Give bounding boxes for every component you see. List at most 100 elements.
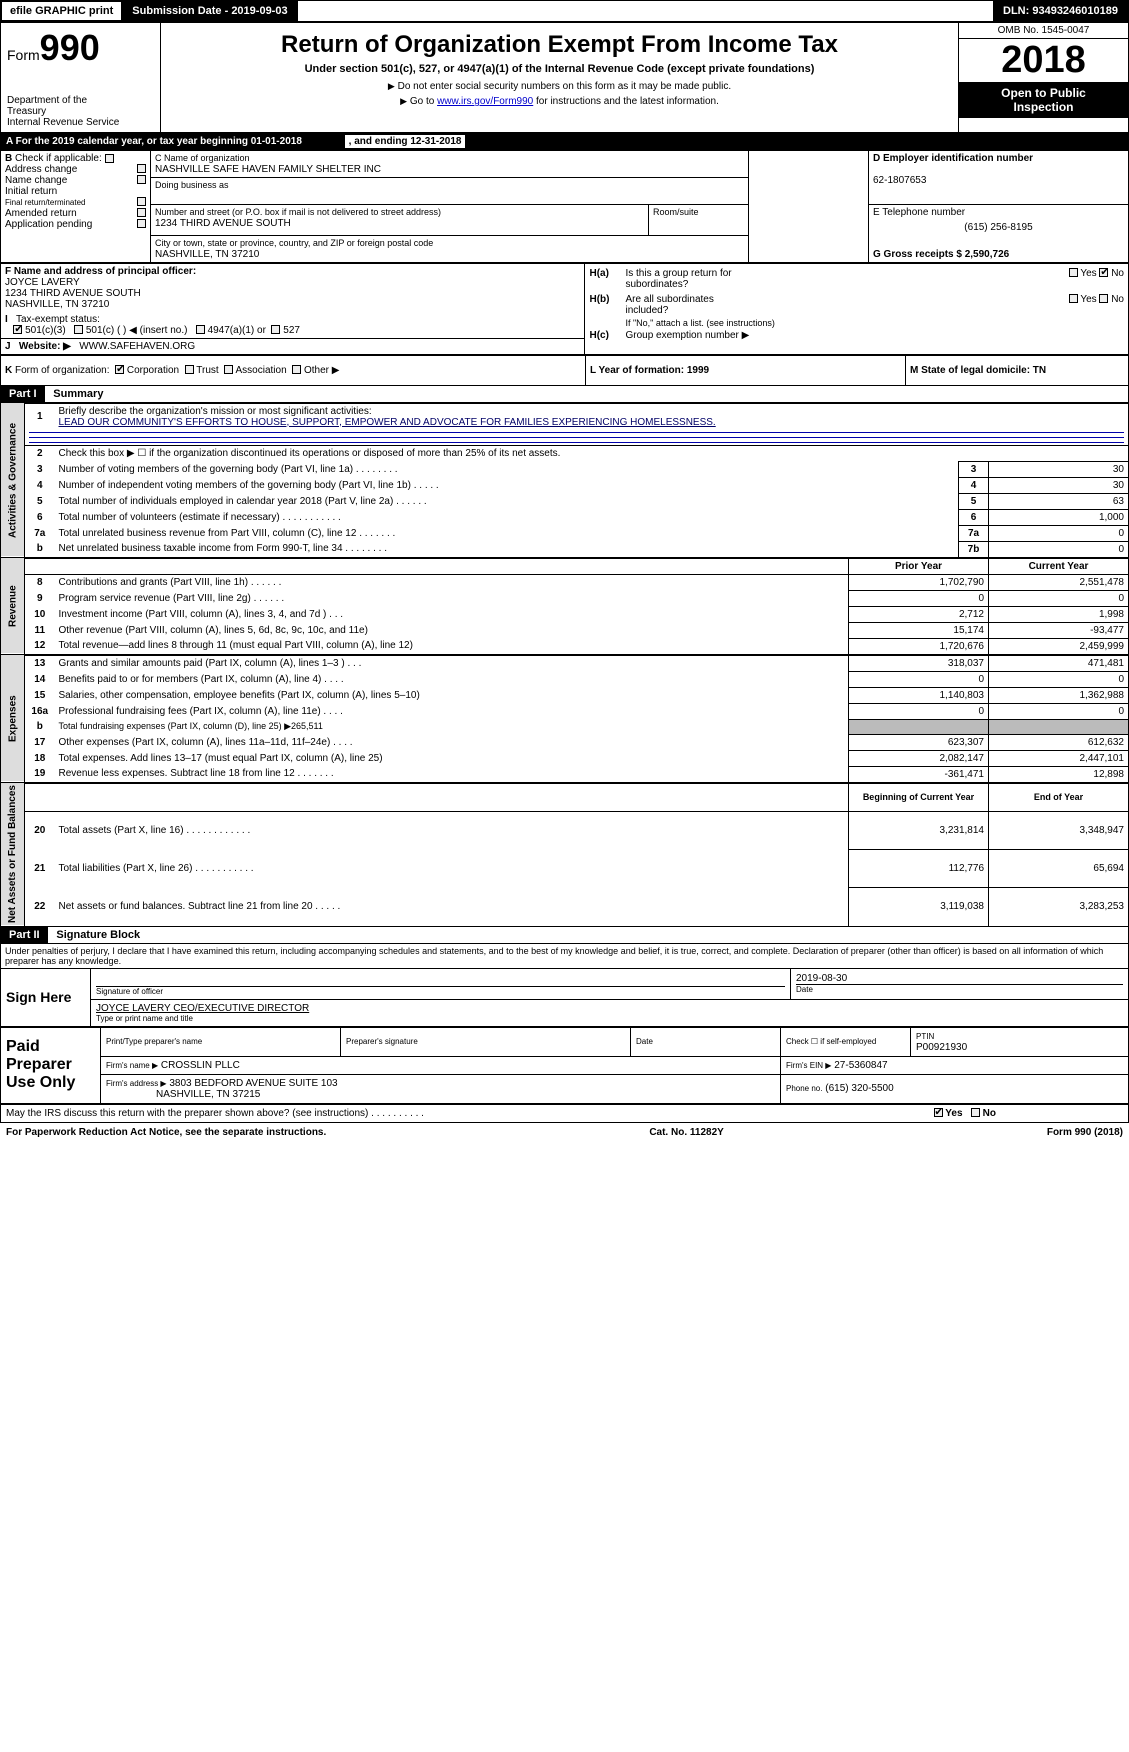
exp-row: 18Total expenses. Add lines 13–17 (must … xyxy=(1,750,1129,766)
checkbox-icon[interactable] xyxy=(971,1108,980,1117)
g-label: G Gross receipts $ 2,590,726 xyxy=(873,249,1009,260)
section-g: G Gross receipts $ 2,590,726 xyxy=(869,235,1129,262)
paid-preparer-label: Paid Preparer Use Only xyxy=(1,1027,101,1103)
line-text: Program service revenue (Part VIII, line… xyxy=(55,590,849,606)
firm-ein-label: Firm's EIN ▶ xyxy=(786,1061,831,1070)
section-c-street: Number and street (or P.O. box if mail i… xyxy=(151,205,649,236)
checkbox-checked-icon[interactable] xyxy=(13,325,22,334)
i-opt2: 501(c) ( ) ◀ (insert no.) xyxy=(86,325,188,336)
checkbox-icon[interactable] xyxy=(1069,268,1078,277)
firm-ein-cell: Firm's EIN ▶ 27-5360847 xyxy=(781,1056,1129,1074)
line-value: 30 xyxy=(989,477,1129,493)
form-990-big: 990 xyxy=(40,27,100,68)
line-num: 3 xyxy=(25,461,55,477)
page-footer: For Paperwork Reduction Act Notice, see … xyxy=(0,1123,1129,1142)
prior-value: 0 xyxy=(849,671,989,687)
checkbox-checked-icon[interactable] xyxy=(1099,268,1108,277)
city-label: City or town, state or province, country… xyxy=(155,238,433,248)
note2-pre: Go to xyxy=(410,96,437,107)
rev-row: 10Investment income (Part VIII, column (… xyxy=(1,606,1129,622)
irs-link[interactable]: www.irs.gov/Form990 xyxy=(437,96,533,107)
hc-text: Group exemption number ▶ xyxy=(625,330,749,341)
section-c-city: City or town, state or province, country… xyxy=(151,235,749,262)
checkbox-icon[interactable] xyxy=(1069,294,1078,303)
checkbox-icon[interactable] xyxy=(185,365,194,374)
line-num: 15 xyxy=(25,687,55,703)
k-opt2: Association xyxy=(236,365,287,376)
footer-mid: Cat. No. 11282Y xyxy=(649,1127,723,1138)
checkbox-icon[interactable] xyxy=(224,365,233,374)
note2-post: for instructions and the latest informat… xyxy=(536,96,719,107)
rev-row: 8Contributions and grants (Part VIII, li… xyxy=(1,574,1129,590)
na-row: 22Net assets or fund balances. Subtract … xyxy=(1,888,1129,926)
line-text: Total expenses. Add lines 13–17 (must eq… xyxy=(55,750,849,766)
checkbox-icon[interactable] xyxy=(137,208,146,217)
line-text: Revenue less expenses. Subtract line 18 … xyxy=(55,766,849,782)
spacer xyxy=(749,205,869,236)
checkbox-icon[interactable] xyxy=(74,325,83,334)
yes-label: Yes xyxy=(1080,294,1096,305)
line-num: 17 xyxy=(25,734,55,750)
line-text: Grants and similar amounts paid (Part IX… xyxy=(55,655,849,671)
sig-officer-cell: Signature of officer xyxy=(91,968,791,999)
gov-row: bNet unrelated business taxable income f… xyxy=(1,541,1129,557)
sign-here-label: Sign Here xyxy=(1,968,91,1026)
sig-officer-label: Signature of officer xyxy=(96,986,785,996)
begin-value: 3,231,814 xyxy=(849,811,989,849)
street-value: 1234 THIRD AVENUE SOUTH xyxy=(155,218,291,229)
checkbox-icon[interactable] xyxy=(137,197,146,206)
prep-date-label: Date xyxy=(631,1027,781,1056)
officer-name: JOYCE LAVERY xyxy=(5,277,80,288)
footer-right: Form 990 (2018) xyxy=(1047,1127,1123,1138)
spacer xyxy=(25,783,55,811)
firm-ein: 27-5360847 xyxy=(834,1060,887,1071)
checkbox-icon[interactable] xyxy=(271,325,280,334)
no-label: No xyxy=(1111,268,1124,279)
current-value: 2,447,101 xyxy=(989,750,1129,766)
checkbox-icon[interactable] xyxy=(137,175,146,184)
checkbox-checked-icon[interactable] xyxy=(934,1108,943,1117)
header-right: OMB No. 1545-0047 2018 Open to Public In… xyxy=(958,23,1128,132)
expenses-table: Expenses 13Grants and similar amounts pa… xyxy=(0,655,1129,783)
section-h: H(a) Is this a group return for subordin… xyxy=(585,263,1129,354)
end-value: 3,348,947 xyxy=(989,811,1129,849)
side-governance: Activities & Governance xyxy=(1,403,25,557)
section-l: L Year of formation: 1999 xyxy=(586,355,906,385)
line-text: Total revenue—add lines 8 through 11 (mu… xyxy=(55,638,849,654)
dba-label: Doing business as xyxy=(155,180,229,190)
exp-row: 14Benefits paid to or for members (Part … xyxy=(1,671,1129,687)
checkbox-icon[interactable] xyxy=(196,325,205,334)
part2-header: Part II Signature Block xyxy=(0,927,1129,944)
rev-row: 9Program service revenue (Part VIII, lin… xyxy=(1,590,1129,606)
line-num: 18 xyxy=(25,750,55,766)
checkbox-checked-icon[interactable] xyxy=(115,365,124,374)
open-line2: Inspection xyxy=(963,100,1124,114)
checkbox-icon[interactable] xyxy=(137,219,146,228)
exp-row: 15Salaries, other compensation, employee… xyxy=(1,687,1129,703)
mission-text: LEAD OUR COMMUNITY'S EFFORTS TO HOUSE, S… xyxy=(59,417,716,428)
i-opt1: 501(c)(3) xyxy=(25,325,66,336)
prep-check: Check ☐ if self-employed xyxy=(781,1027,911,1056)
b-item-3: Final return/terminated xyxy=(5,198,85,207)
line-num: 10 xyxy=(25,606,55,622)
checkbox-icon[interactable] xyxy=(292,365,301,374)
efile-button[interactable]: efile GRAPHIC print xyxy=(1,1,122,21)
side-netassets: Net Assets or Fund Balances xyxy=(1,783,25,926)
line-value: 0 xyxy=(989,541,1129,557)
checkbox-icon[interactable] xyxy=(137,164,146,173)
line-value: 0 xyxy=(989,525,1129,541)
line-value: 30 xyxy=(989,461,1129,477)
line-num: 8 xyxy=(25,574,55,590)
checkbox-icon[interactable] xyxy=(1099,294,1108,303)
section-c-dba: Doing business as xyxy=(151,178,749,205)
end-value: 3,283,253 xyxy=(989,888,1129,926)
line-num: b xyxy=(25,541,55,557)
section-i: I Tax-exempt status: 501(c)(3) 501(c) ( … xyxy=(1,312,585,339)
hb-note: If "No," attach a list. (see instruction… xyxy=(589,318,1124,328)
i-opt4: 527 xyxy=(283,325,300,336)
side-expenses: Expenses xyxy=(1,655,25,782)
checkbox-icon[interactable] xyxy=(105,154,114,163)
ein-value: 62-1807653 xyxy=(873,175,926,186)
col-current: Current Year xyxy=(989,558,1129,574)
firm-name-cell: Firm's name ▶ CROSSLIN PLLC xyxy=(101,1056,781,1074)
